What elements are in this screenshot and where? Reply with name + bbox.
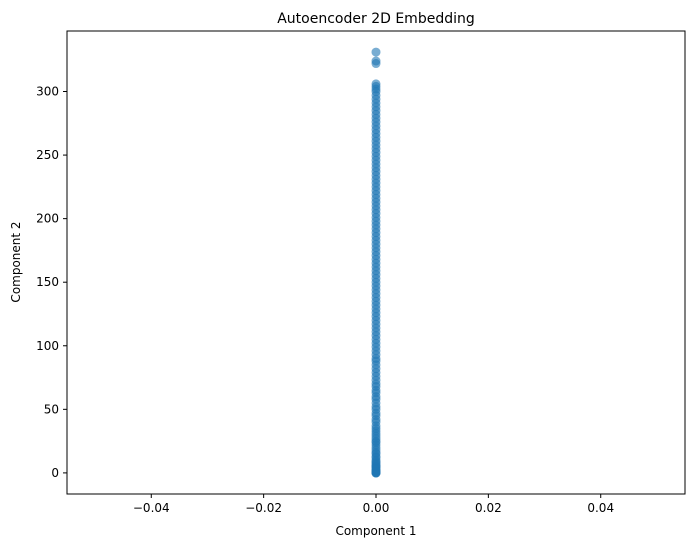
- y-tick-label: 100: [36, 339, 59, 353]
- y-tick-label: 300: [36, 85, 59, 99]
- data-point: [371, 47, 381, 57]
- data-point: [371, 79, 381, 89]
- x-tick-label: −0.04: [133, 501, 170, 515]
- data-point: [371, 56, 381, 66]
- points-layer: [371, 47, 381, 478]
- x-axis-label: Component 1: [335, 524, 416, 538]
- chart-title: Autoencoder 2D Embedding: [277, 11, 475, 27]
- y-axis-ticks: 0 50 100 150 200 250 300: [36, 85, 67, 480]
- x-axis-ticks: −0.04 −0.02 0.00 0.02 0.04: [133, 494, 614, 515]
- y-tick-label: 250: [36, 148, 59, 162]
- y-tick-label: 150: [36, 275, 59, 289]
- x-tick-label: −0.02: [245, 501, 282, 515]
- x-tick-label: 0.00: [363, 501, 390, 515]
- y-axis-label: Component 2: [9, 221, 23, 302]
- y-tick-label: 0: [51, 466, 59, 480]
- x-tick-label: 0.02: [475, 501, 502, 515]
- x-tick-label: 0.04: [587, 501, 614, 515]
- y-tick-label: 200: [36, 212, 59, 226]
- y-tick-label: 50: [44, 402, 59, 416]
